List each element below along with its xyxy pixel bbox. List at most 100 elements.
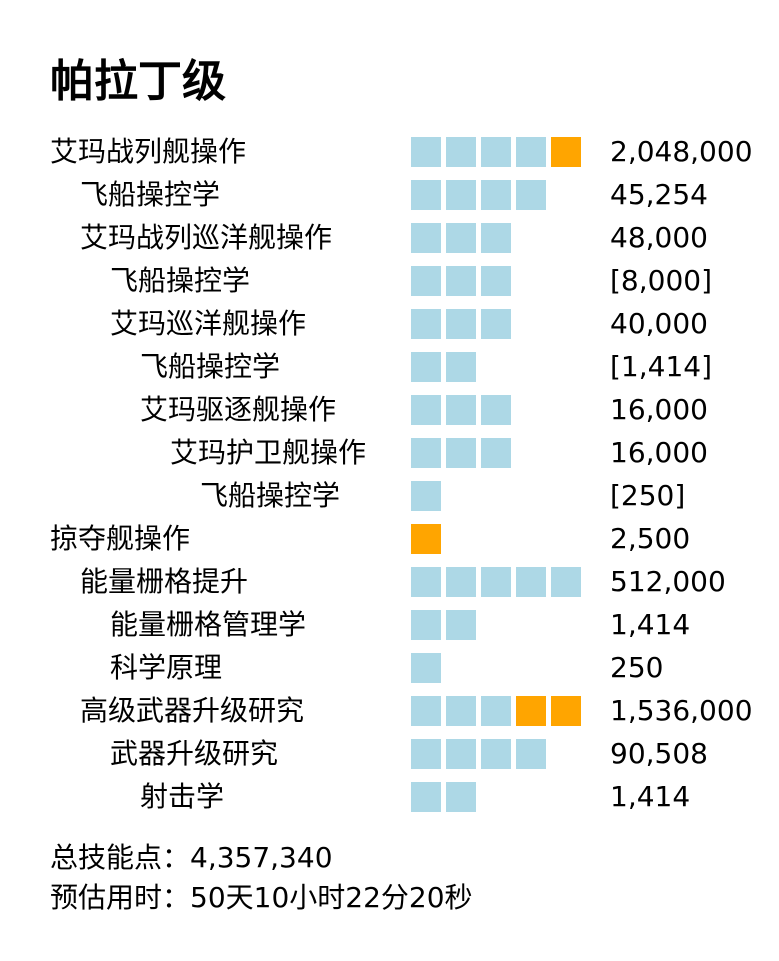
level-box-trained [446, 438, 476, 468]
summary: 总技能点：4,357,340 预估用时：50天10小时22分20秒 [50, 838, 473, 918]
skill-row: 艾玛护卫舰操作 16,000 [0, 431, 779, 474]
level-box-trained [446, 567, 476, 597]
level-box-required [551, 696, 581, 726]
level-box-trained [411, 223, 441, 253]
level-box-trained [446, 610, 476, 640]
level-box-trained [481, 696, 511, 726]
skill-points: 40,000 [610, 307, 708, 340]
level-box-trained [516, 180, 546, 210]
level-box-required [411, 524, 441, 554]
level-box-trained [411, 481, 441, 511]
skill-name: 能量栅格管理学 [110, 608, 307, 641]
skill-row: 飞船操控学 45,254 [0, 173, 779, 216]
skill-name: 飞船操控学 [140, 350, 281, 383]
skill-name: 科学原理 [110, 651, 223, 684]
skill-name: 能量栅格提升 [80, 565, 249, 598]
skill-name: 艾玛战列巡洋舰操作 [80, 221, 333, 254]
level-box-trained [411, 438, 441, 468]
level-box-trained [411, 266, 441, 296]
skill-points: 250 [610, 651, 664, 684]
skill-name: 艾玛护卫舰操作 [170, 436, 367, 469]
skill-row: 飞船操控学 [1,414] [0, 345, 779, 388]
skill-row: 艾玛战列巡洋舰操作 48,000 [0, 216, 779, 259]
level-box-trained [481, 309, 511, 339]
skill-points: 16,000 [610, 393, 708, 426]
skill-tree: 艾玛战列舰操作 2,048,000 飞船操控学 45,254 艾玛战列巡洋舰操作 48,0… [0, 130, 779, 818]
skill-points: 1,536,000 [610, 694, 753, 727]
level-box-trained [481, 266, 511, 296]
estimated-time: 预估用时：50天10小时22分20秒 [50, 881, 473, 914]
level-box-trained [481, 180, 511, 210]
level-box-trained [411, 653, 441, 683]
skill-points: 16,000 [610, 436, 708, 469]
level-box-trained [446, 739, 476, 769]
level-box-trained [411, 696, 441, 726]
level-box-trained [446, 309, 476, 339]
level-box-trained [411, 739, 441, 769]
skill-points: 2,048,000 [610, 135, 753, 168]
skill-name: 艾玛驱逐舰操作 [140, 393, 337, 426]
skill-points: 512,000 [610, 565, 726, 598]
level-box-trained [411, 782, 441, 812]
skill-points: 2,500 [610, 522, 691, 555]
level-box-trained [516, 739, 546, 769]
skill-name: 射击学 [140, 780, 225, 813]
level-box-trained [446, 137, 476, 167]
skill-row: 高级武器升级研究 1,536,000 [0, 689, 779, 732]
skill-points: [250] [610, 479, 686, 512]
skill-name: 掠夺舰操作 [50, 522, 191, 555]
level-box-trained [411, 395, 441, 425]
level-box-trained [446, 395, 476, 425]
skill-name: 飞船操控学 [110, 264, 251, 297]
level-box-trained [446, 352, 476, 382]
level-box-trained [446, 266, 476, 296]
skill-row: 武器升级研究 90,508 [0, 732, 779, 775]
level-box-trained [411, 352, 441, 382]
skill-row: 飞船操控学 [8,000] [0, 259, 779, 302]
level-box-trained [481, 223, 511, 253]
skill-row: 艾玛战列舰操作 2,048,000 [0, 130, 779, 173]
skill-row: 射击学 1,414 [0, 775, 779, 818]
skill-name: 艾玛巡洋舰操作 [110, 307, 307, 340]
level-box-trained [516, 137, 546, 167]
level-box-trained [411, 180, 441, 210]
level-box-trained [516, 567, 546, 597]
level-box-trained [551, 567, 581, 597]
level-box-trained [446, 180, 476, 210]
level-box-trained [481, 395, 511, 425]
skill-name: 高级武器升级研究 [80, 694, 305, 727]
skill-points: 48,000 [610, 221, 708, 254]
level-box-required [551, 137, 581, 167]
level-box-trained [411, 567, 441, 597]
skill-row: 艾玛巡洋舰操作 40,000 [0, 302, 779, 345]
skill-name: 艾玛战列舰操作 [50, 135, 247, 168]
skill-row: 科学原理 250 [0, 646, 779, 689]
skill-name: 武器升级研究 [110, 737, 279, 770]
level-box-trained [411, 137, 441, 167]
total-skill-points: 总技能点：4,357,340 [50, 841, 333, 874]
skill-name: 飞船操控学 [80, 178, 221, 211]
level-box-trained [481, 567, 511, 597]
skill-row: 能量栅格提升 512,000 [0, 560, 779, 603]
level-box-trained [446, 782, 476, 812]
skill-row: 掠夺舰操作 2,500 [0, 517, 779, 560]
skill-row: 能量栅格管理学 1,414 [0, 603, 779, 646]
skill-row: 飞船操控学 [250] [0, 474, 779, 517]
skill-points: 45,254 [610, 178, 708, 211]
level-box-trained [481, 438, 511, 468]
level-box-trained [481, 739, 511, 769]
level-box-trained [481, 137, 511, 167]
level-box-required [516, 696, 546, 726]
skill-points: 1,414 [610, 608, 691, 641]
skill-row: 艾玛驱逐舰操作 16,000 [0, 388, 779, 431]
skill-points: 90,508 [610, 737, 708, 770]
level-box-trained [411, 610, 441, 640]
skill-points: [1,414] [610, 350, 713, 383]
page-title: 帕拉丁级 [50, 56, 226, 107]
skill-name: 飞船操控学 [200, 479, 341, 512]
level-box-trained [446, 223, 476, 253]
level-box-trained [446, 696, 476, 726]
level-box-trained [411, 309, 441, 339]
skill-points: 1,414 [610, 780, 691, 813]
skill-points: [8,000] [610, 264, 713, 297]
